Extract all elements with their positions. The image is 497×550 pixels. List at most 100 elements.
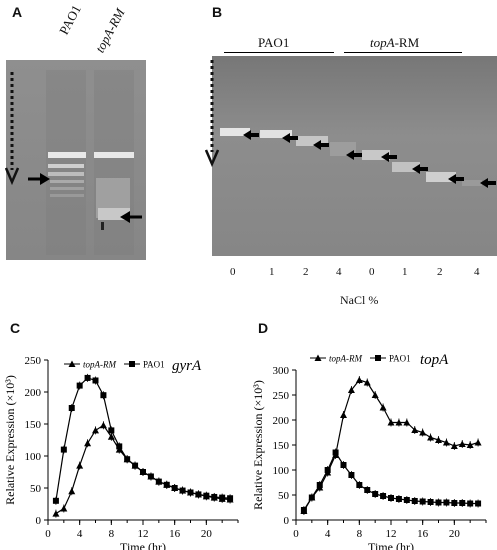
data-point-square [324, 467, 331, 473]
y-tick-label: 150 [273, 440, 290, 452]
x-tick-label: 8 [357, 528, 363, 540]
data-point-triangle [99, 421, 107, 429]
data-point-square [459, 500, 466, 506]
band-arrow-b6 [412, 164, 428, 174]
y-tick-label: 0 [284, 515, 290, 527]
x-tick-label: 4 [325, 528, 331, 540]
panel-a-lane-label-pao1: PAO1 [56, 2, 84, 38]
data-point-triangle [458, 440, 466, 447]
data-point-square [108, 427, 115, 434]
legend-label: PAO1 [143, 360, 165, 370]
data-point-square [219, 494, 226, 501]
data-point-square [227, 495, 234, 502]
data-point-square [316, 482, 323, 488]
data-point-square [467, 500, 474, 507]
panel-d-letter: D [258, 320, 269, 336]
panel-b-group-topa-rm: topA-RM [370, 35, 420, 50]
band-arrow-b3 [313, 140, 329, 150]
data-point-triangle [466, 441, 474, 448]
legend-label: PAO1 [389, 354, 411, 364]
data-point-square [116, 443, 123, 450]
legend-label: topA-RM [329, 354, 362, 364]
data-point-triangle [442, 439, 450, 446]
data-point-square [364, 487, 371, 493]
legend-marker-triangle [314, 354, 322, 361]
data-point-triangle [474, 439, 482, 446]
data-point-triangle [435, 436, 442, 443]
data-point-triangle [387, 419, 395, 426]
y-tick-label: 300 [273, 365, 290, 377]
y-axis-label: Relative Expression (×10³) [251, 380, 265, 510]
y-tick-label: 100 [25, 451, 42, 463]
data-point-triangle [411, 426, 419, 433]
data-point-triangle [395, 419, 403, 426]
data-point-square [147, 473, 154, 480]
band-arrow-a2 [120, 211, 142, 223]
data-point-square [388, 495, 394, 501]
y-tick-label: 150 [25, 419, 42, 431]
x-tick-label: 20 [201, 528, 213, 540]
band-arrow-b1 [243, 130, 259, 140]
panel-b-letter: B [212, 4, 223, 20]
chart-c: 0 50 100 150 200 250 0 4 8 12 16 20 Time (hr) Relativ… [3, 355, 239, 550]
x-tick-label: 16 [169, 528, 181, 540]
series-line [303, 379, 479, 512]
y-tick-label: 100 [273, 465, 290, 477]
nacl-tick: 0 [230, 266, 236, 278]
x-tick-label: 20 [449, 528, 461, 540]
data-point-square [76, 382, 83, 389]
data-point-square [372, 491, 379, 497]
nacl-tick: 1 [402, 266, 408, 278]
data-point-square [308, 494, 315, 501]
data-point-triangle [355, 376, 363, 383]
data-point-square [451, 500, 458, 506]
data-point-triangle [76, 462, 84, 469]
nacl-tick: 0 [369, 266, 375, 278]
y-tick-label: 250 [273, 390, 290, 402]
data-point-triangle [84, 439, 92, 447]
series-line [55, 377, 231, 501]
nacl-tick: 2 [303, 266, 309, 278]
legend-marker-square [129, 361, 135, 367]
data-point-triangle [379, 404, 387, 411]
gene-label: gyrA [172, 358, 202, 374]
data-point-triangle [68, 487, 76, 495]
legend-marker-triangle [68, 360, 76, 367]
data-point-square [100, 392, 107, 399]
data-point-square [435, 499, 442, 506]
data-point-square [340, 462, 347, 468]
y-tick-label: 200 [25, 387, 42, 399]
panel-a-letter: A [12, 4, 23, 20]
band-arrow-b5 [381, 152, 397, 162]
x-tick-label: 12 [386, 528, 397, 540]
nacl-tick: 4 [336, 266, 342, 278]
data-point-square [475, 500, 482, 507]
migration-arrow-b [205, 60, 219, 168]
panel-b-group-line-pao1 [224, 52, 334, 53]
data-point-triangle [107, 433, 115, 440]
data-point-triangle [52, 510, 60, 517]
data-point-triangle [347, 386, 355, 393]
nacl-tick: 2 [437, 266, 443, 278]
data-point-square [68, 405, 75, 411]
band-arrow-a1 [28, 173, 50, 185]
data-point-triangle [340, 411, 347, 418]
data-point-square [300, 507, 307, 513]
y-tick-label: 50 [278, 490, 290, 502]
legend-label: topA-RM [83, 360, 116, 370]
data-point-square [187, 489, 194, 496]
data-point-square [348, 472, 355, 478]
data-point-triangle [403, 419, 411, 426]
panel-a-lane-label-topa: topA-RM [92, 5, 128, 56]
gel-image-a [6, 60, 146, 260]
data-point-triangle [60, 504, 68, 512]
data-point-square [60, 446, 67, 453]
data-point-triangle [427, 434, 435, 441]
data-point-square [84, 374, 91, 381]
data-point-triangle [363, 379, 371, 386]
data-point-square [419, 498, 426, 505]
data-point-square [411, 498, 418, 504]
data-point-triangle [450, 442, 458, 449]
data-point-square [332, 449, 339, 456]
x-tick-label: 0 [293, 528, 299, 540]
